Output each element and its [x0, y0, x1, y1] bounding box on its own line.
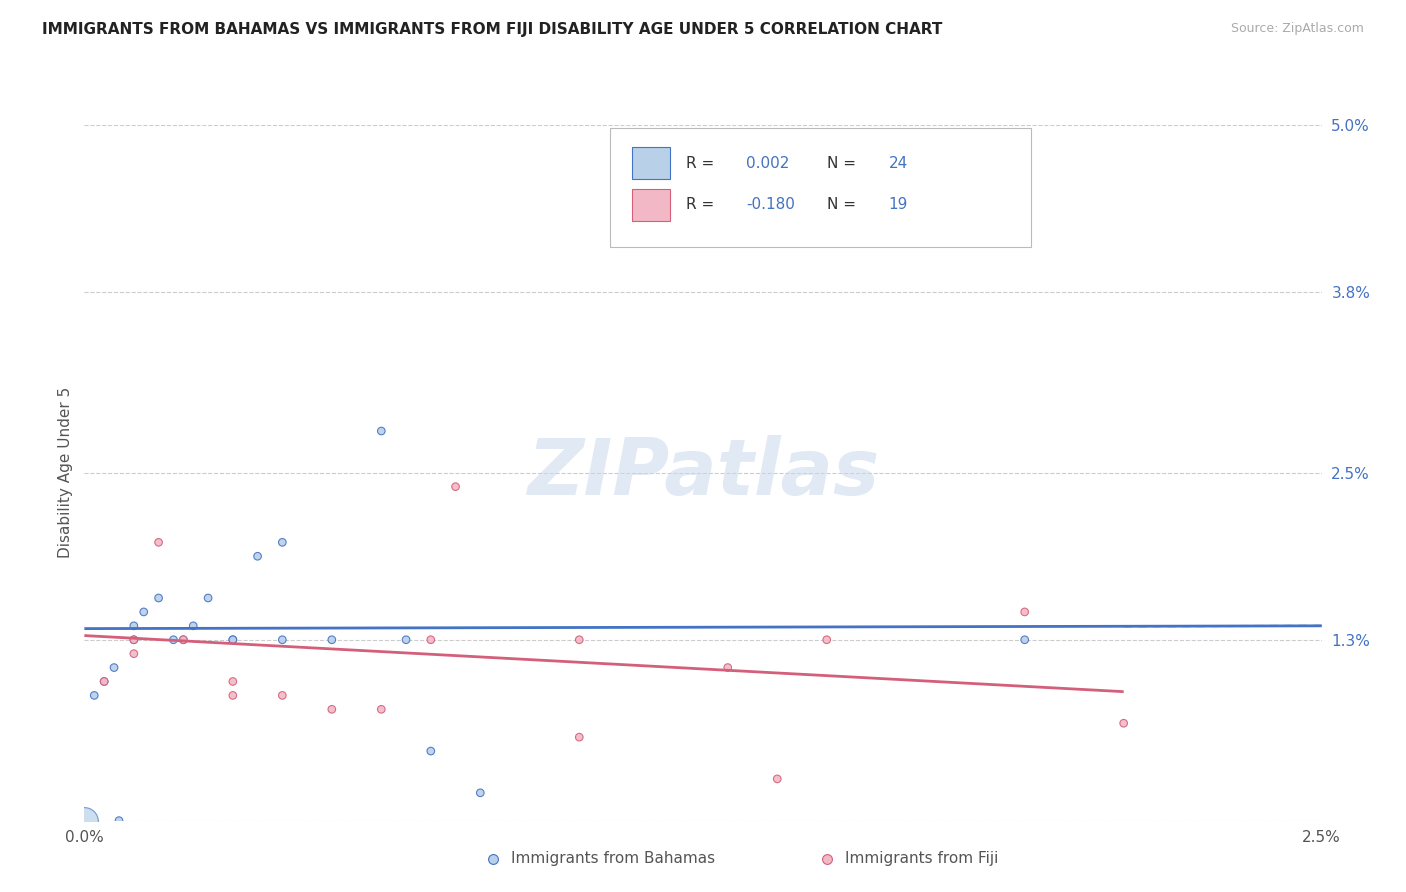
Point [419, 632, 441, 647]
Point [108, 814, 131, 828]
Point [172, 632, 194, 647]
Text: R =: R = [686, 155, 718, 170]
Point [766, 772, 789, 786]
Text: N =: N = [827, 155, 860, 170]
Point [1014, 632, 1036, 647]
Point [172, 632, 194, 647]
Point [222, 632, 245, 647]
FancyBboxPatch shape [633, 147, 669, 179]
Text: 24: 24 [889, 155, 908, 170]
Point [717, 215, 740, 229]
Point [148, 591, 170, 605]
Point [717, 660, 740, 674]
Point [1112, 716, 1135, 731]
Point [132, 605, 155, 619]
Point [93, 674, 115, 689]
Point [222, 689, 245, 703]
Point [122, 619, 145, 633]
Point [122, 647, 145, 661]
Point [148, 535, 170, 549]
Point [271, 535, 294, 549]
Y-axis label: Disability Age Under 5: Disability Age Under 5 [58, 387, 73, 558]
Point [395, 632, 418, 647]
Text: 19: 19 [889, 197, 908, 212]
Text: R =: R = [686, 197, 718, 212]
Text: -0.180: -0.180 [747, 197, 796, 212]
Point [470, 786, 492, 800]
Point [181, 619, 204, 633]
Point [222, 674, 245, 689]
Point [271, 632, 294, 647]
FancyBboxPatch shape [633, 189, 669, 221]
Point [103, 660, 125, 674]
Point [444, 480, 467, 494]
Text: Immigrants from Fiji: Immigrants from Fiji [845, 851, 998, 866]
Point [222, 632, 245, 647]
Point [1014, 605, 1036, 619]
Text: ZIPatlas: ZIPatlas [527, 434, 879, 511]
Point [246, 549, 269, 564]
Point [370, 424, 392, 438]
Point [73, 814, 96, 828]
Text: Source: ZipAtlas.com: Source: ZipAtlas.com [1230, 22, 1364, 36]
Point [122, 632, 145, 647]
Point [197, 591, 219, 605]
Point [83, 689, 105, 703]
Point [370, 702, 392, 716]
Point [162, 632, 184, 647]
Text: 0.002: 0.002 [747, 155, 790, 170]
Text: N =: N = [827, 197, 860, 212]
Point [122, 632, 145, 647]
Point [271, 689, 294, 703]
Point [419, 744, 441, 758]
Point [321, 632, 343, 647]
Point [321, 702, 343, 716]
Point [815, 632, 838, 647]
Text: Immigrants from Bahamas: Immigrants from Bahamas [512, 851, 716, 866]
Point [568, 730, 591, 744]
Point [93, 674, 115, 689]
Point [568, 632, 591, 647]
Text: IMMIGRANTS FROM BAHAMAS VS IMMIGRANTS FROM FIJI DISABILITY AGE UNDER 5 CORRELATI: IMMIGRANTS FROM BAHAMAS VS IMMIGRANTS FR… [42, 22, 942, 37]
FancyBboxPatch shape [610, 128, 1031, 247]
